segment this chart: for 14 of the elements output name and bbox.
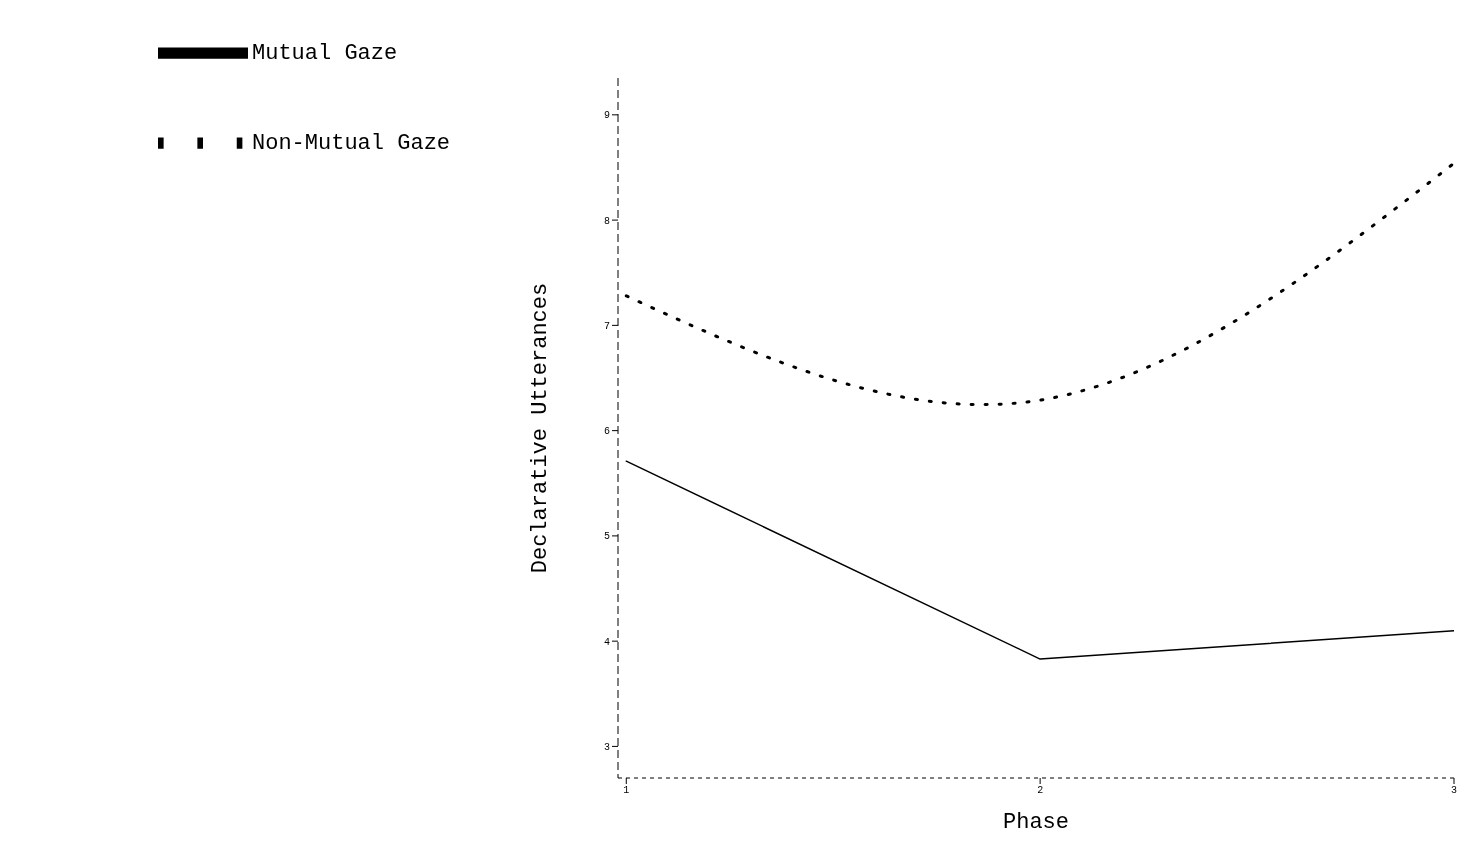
y-tick-label: 4 [603, 636, 610, 648]
y-tick-label: 9 [603, 110, 610, 122]
x-axis-title: Phase [1002, 810, 1070, 835]
legend-label: Mutual Gaze [252, 40, 398, 66]
y-axis-title: Declarative Utterances [527, 282, 553, 574]
y-tick-label: 5 [603, 531, 610, 543]
y-tick-label: 3 [603, 741, 610, 753]
y-tick-label: 7 [603, 320, 610, 332]
y-tick-label: 6 [603, 426, 610, 438]
y-tick-label: 8 [603, 215, 610, 227]
x-tick-label: 2 [1037, 785, 1044, 797]
legend-label: Non-Mutual Gaze [252, 130, 451, 156]
x-tick-label: 1 [623, 785, 630, 797]
x-tick-label: 3 [1450, 785, 1458, 797]
